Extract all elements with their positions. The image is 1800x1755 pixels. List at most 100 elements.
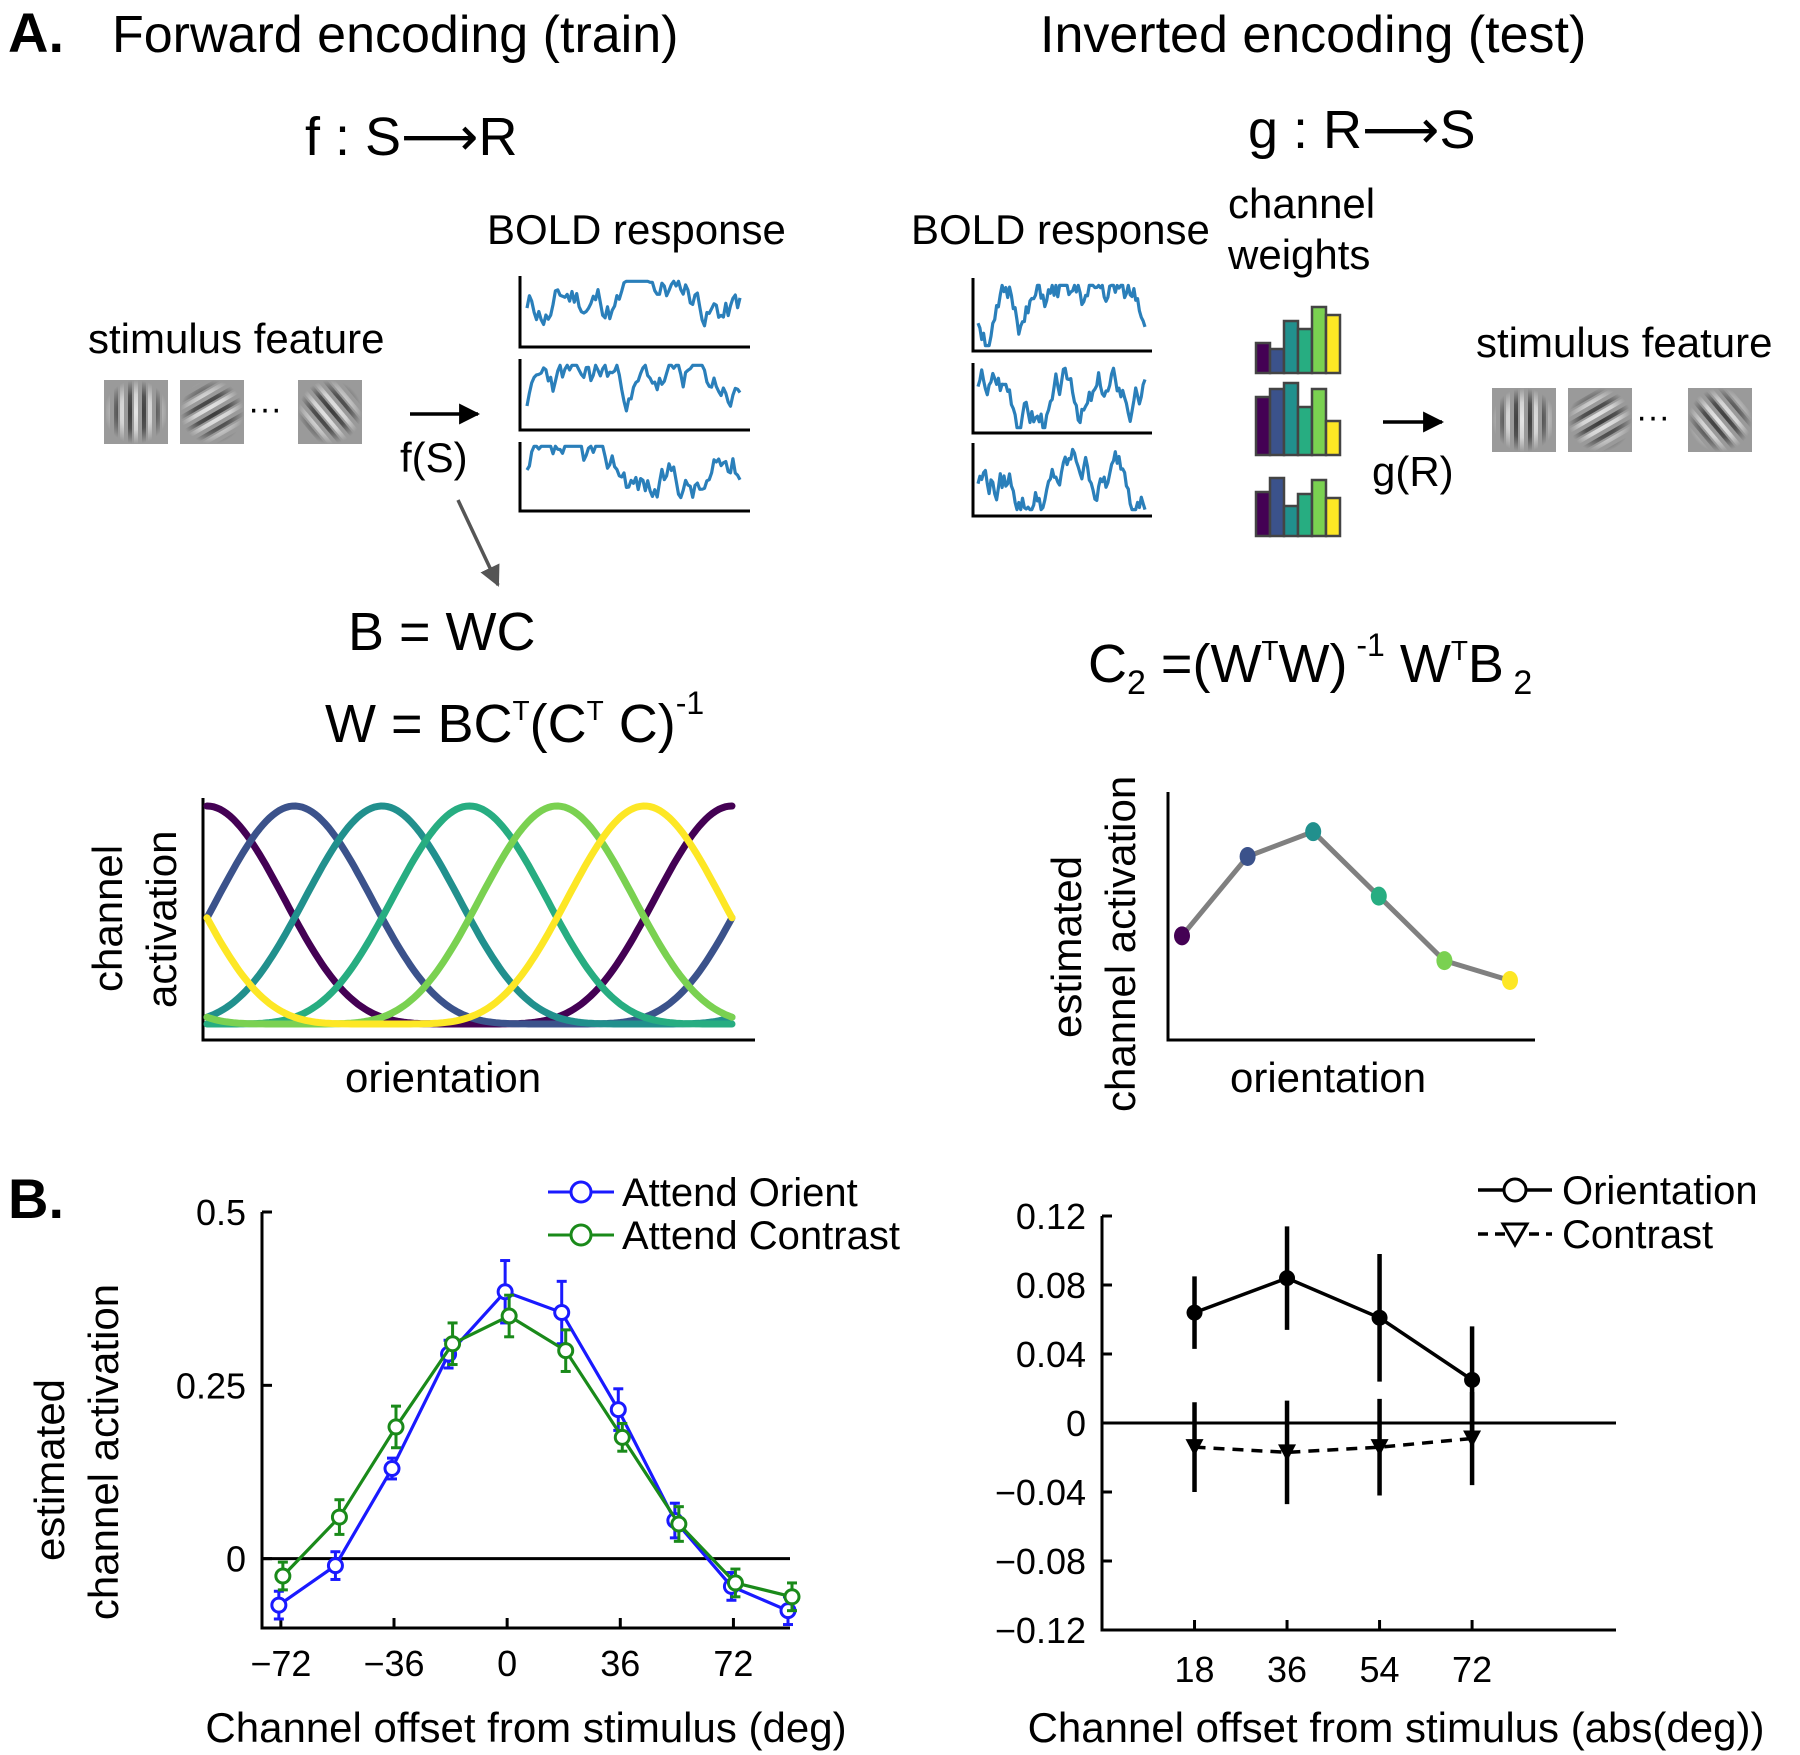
- inverted-bold-trace-1: [976, 283, 1147, 348]
- b-right-marker: [1463, 1430, 1482, 1448]
- forward-bold-trace-1: [525, 279, 742, 328]
- inverted-gabor-2: [1568, 388, 1632, 452]
- panel-a-label: A.: [8, 1, 64, 64]
- estimate-point: [1370, 886, 1387, 906]
- b-left-marker: [783, 1588, 801, 1606]
- inverted-eq-inv: -1: [1347, 627, 1384, 663]
- b-right-ytick-label: −0.12: [995, 1610, 1086, 1651]
- weight-bar: [1268, 347, 1286, 375]
- inverted-eq-c: C: [1088, 634, 1127, 694]
- forward-eq-2-t1: T: [513, 695, 530, 726]
- b-right-legend-marker: [1502, 1177, 1528, 1203]
- b-left-legend-label: Attend Orient: [622, 1171, 858, 1215]
- b-right-marker: [1185, 1439, 1204, 1457]
- b-left-marker: [500, 1307, 518, 1325]
- b-left-ytick-label: 0.5: [196, 1192, 246, 1233]
- b-left-marker: [383, 1460, 401, 1478]
- b-right-marker: [1371, 1309, 1388, 1326]
- b-left-xtick-label: −36: [363, 1643, 424, 1684]
- weight-bar: [1324, 496, 1342, 538]
- b-right-marker: [1278, 1444, 1297, 1462]
- b-left-axes: [260, 1212, 790, 1630]
- b-left-xlabel: Channel offset from stimulus (deg): [205, 1704, 846, 1751]
- inverted-eq-w2: W: [1385, 634, 1451, 694]
- b-left-ylabel-2: channel activation: [80, 1284, 127, 1620]
- b-left-ylabel-1: estimated: [26, 1379, 73, 1561]
- estimate-xlabel: orientation: [1230, 1054, 1426, 1101]
- b-left-marker: [274, 1567, 292, 1585]
- inverted-gabor-dots: ···: [1636, 398, 1670, 436]
- b-left-legend-marker: [569, 1223, 593, 1247]
- forward-mapping: f : S⟶R: [305, 107, 517, 167]
- weights-label-2: weights: [1227, 231, 1370, 278]
- estimate-point: [1502, 970, 1518, 990]
- b-left-marker: [444, 1335, 462, 1353]
- b-left-xtick-label: 0: [497, 1643, 517, 1684]
- forward-gabor-2: [180, 380, 244, 444]
- inverted-bold-trace-3: [976, 447, 1147, 512]
- estimate-line: [1180, 828, 1511, 983]
- estimate-point: [1239, 846, 1256, 866]
- forward-gabor-dots: ···: [248, 390, 282, 428]
- b-left-marker: [609, 1401, 627, 1419]
- forward-gabor-1: [104, 380, 168, 444]
- b-left-series-line: [277, 1289, 789, 1613]
- b-left-marker: [670, 1515, 688, 1533]
- inverted-bold-axes: [971, 278, 1152, 518]
- inverted-bold-trace-2: [976, 366, 1147, 430]
- estimate-ylabel-1: estimated: [1043, 856, 1090, 1038]
- b-right-marker: [1464, 1371, 1481, 1388]
- inverted-title: Inverted encoding (test): [1040, 6, 1586, 64]
- tuning-axes: [201, 798, 755, 1042]
- forward-bold-axes: [518, 276, 750, 513]
- estimate-plot: [1174, 822, 1518, 990]
- chart-b-right: 0.12 0.08 0.04 0 −0.04 −0.08 −0.12 18 36 54 72 Orie…: [995, 1169, 1765, 1751]
- inverted-arrow-label: g(R): [1372, 448, 1454, 495]
- estimate-point: [1174, 926, 1190, 946]
- b-left-marker: [326, 1557, 344, 1575]
- b-left-ytick-label: 0: [226, 1539, 246, 1580]
- weight-bar: [1324, 419, 1342, 457]
- weight-bar: [1254, 395, 1272, 457]
- weight-bar: [1310, 305, 1328, 375]
- b-right-marker: [1279, 1270, 1296, 1287]
- forward-eq-1: B = WC: [348, 602, 536, 662]
- weight-bar: [1254, 341, 1272, 375]
- b-left-marker: [726, 1574, 744, 1592]
- forward-eq-2-end: C): [604, 694, 676, 754]
- inverted-eq: C2 =(WTW) -1 WTB 2: [1088, 627, 1532, 702]
- tuning-curve: [203, 802, 736, 1028]
- inverted-eq-t2: T: [1451, 635, 1468, 666]
- b-left-marker: [557, 1342, 575, 1360]
- b-right-ytick-label: 0.12: [1016, 1196, 1086, 1237]
- b-left-xtick-label: 72: [713, 1643, 753, 1684]
- b-left-ytick-label: 0.25: [176, 1365, 246, 1406]
- inverted-eq-t1: T: [1261, 635, 1278, 666]
- forward-eq-2-mid: (C: [530, 694, 587, 754]
- b-right-xtick-label: 54: [1360, 1649, 1400, 1690]
- forward-gabor-3: [298, 380, 362, 444]
- b-right-ytick-label: 0.04: [1016, 1334, 1086, 1375]
- forward-stimulus-label: stimulus feature: [88, 315, 384, 362]
- b-left-xtick-label: −72: [250, 1643, 311, 1684]
- b-left-marker: [387, 1418, 405, 1436]
- weight-bar: [1268, 476, 1286, 538]
- b-left-legend-label: Attend Contrast: [622, 1214, 900, 1258]
- b-right-xlabel: Channel offset from stimulus (abs(deg)): [1028, 1704, 1765, 1751]
- b-left-marker: [270, 1596, 288, 1614]
- estimate-ylabel-2: channel activation: [1097, 776, 1144, 1112]
- tuning-xlabel: orientation: [345, 1054, 541, 1101]
- b-left-xtick-label: 36: [600, 1643, 640, 1684]
- b-right-ytick-label: 0: [1066, 1403, 1086, 1444]
- inverted-eq-b: B: [1468, 634, 1504, 694]
- weight-bar: [1282, 319, 1300, 375]
- forward-eq-2-t2: T: [587, 695, 604, 726]
- weight-bar: [1310, 387, 1328, 457]
- b-right-ytick-label: −0.08: [995, 1541, 1086, 1582]
- inverted-mapping: g : R⟶S: [1248, 100, 1475, 160]
- inverted-bold-label: BOLD response: [911, 206, 1210, 253]
- forward-eq-2: W = BCT(CT C)-1: [325, 685, 704, 754]
- b-right-ytick-label: −0.04: [995, 1472, 1086, 1513]
- inverted-eq-b-sub: 2: [1504, 664, 1532, 702]
